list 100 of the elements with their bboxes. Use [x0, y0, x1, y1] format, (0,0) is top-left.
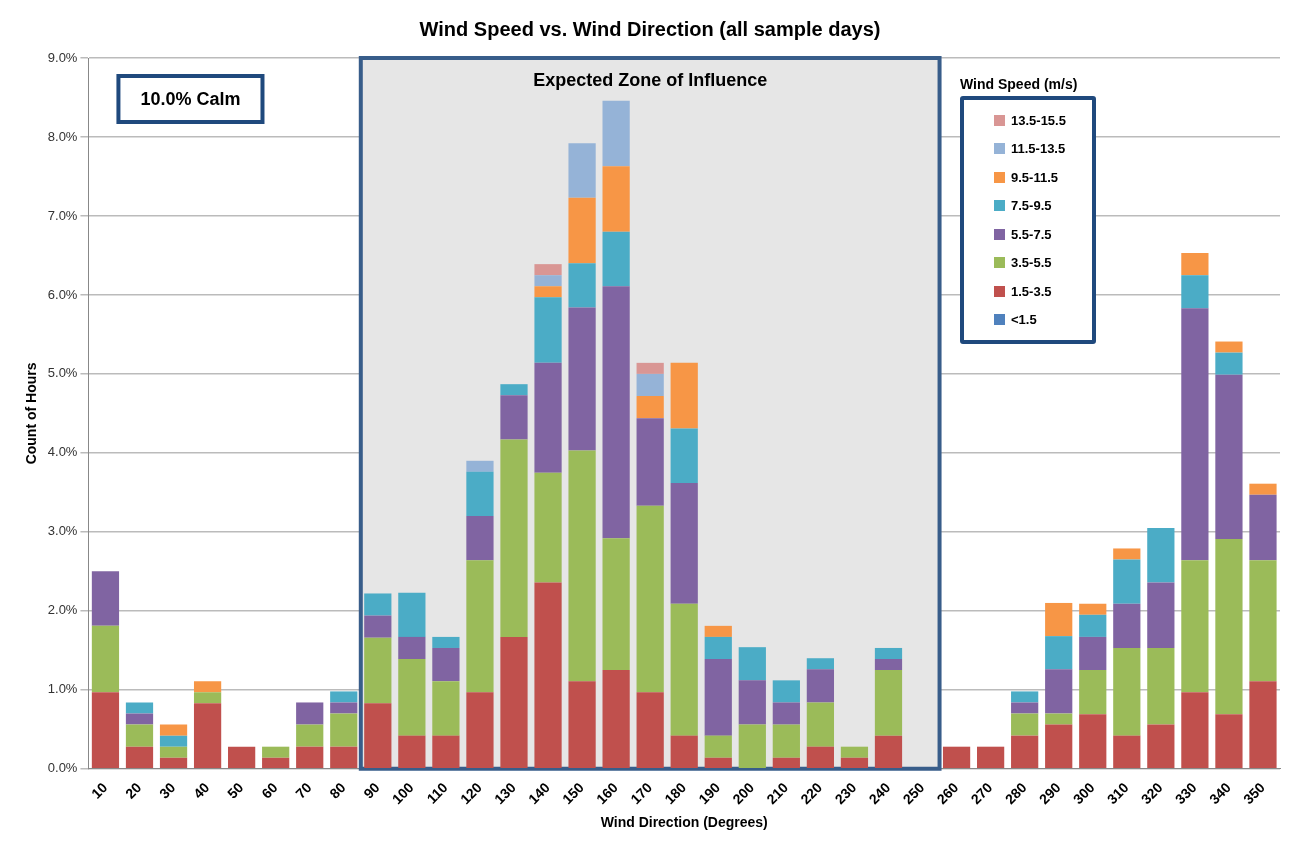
bar [704, 636, 732, 660]
bar [534, 264, 562, 276]
bar [602, 670, 630, 769]
x-tick-label: 90 [360, 779, 383, 802]
x-tick-label: 140 [525, 779, 554, 808]
y-tick-label: 8.0% [47, 128, 78, 144]
bar [125, 724, 154, 747]
bar [636, 396, 664, 419]
y-tick-label: 5.0% [47, 365, 78, 381]
bar [1215, 374, 1243, 539]
bar [398, 659, 426, 736]
bar [602, 286, 630, 539]
bar [534, 362, 562, 473]
x-tick-label: 350 [1240, 779, 1268, 808]
bar [534, 286, 562, 298]
x-tick-label: 120 [456, 779, 485, 808]
bar [1079, 603, 1107, 615]
bar [1147, 582, 1175, 648]
bar [1249, 681, 1277, 769]
bar [432, 647, 460, 682]
x-tick-label: 290 [1035, 779, 1064, 808]
bar [364, 615, 392, 638]
bar [159, 746, 188, 758]
bar [364, 637, 392, 704]
bar [602, 166, 630, 232]
bar [500, 395, 528, 440]
bar [568, 450, 596, 682]
x-axis-title: Wind Direction (Degrees) [600, 814, 768, 831]
bar [772, 680, 800, 703]
bar [602, 100, 630, 167]
x-tick-label: 230 [831, 779, 860, 808]
x-tick-label: 240 [865, 779, 894, 808]
bar [806, 746, 835, 769]
bar [1181, 275, 1209, 309]
x-tick-label: 160 [593, 779, 622, 808]
bar [977, 746, 1005, 769]
bar [1249, 560, 1277, 682]
x-tick-label: 310 [1103, 779, 1132, 808]
bar [806, 669, 835, 703]
x-tick-label: 300 [1069, 779, 1098, 808]
bar [772, 757, 800, 769]
bar [1113, 647, 1141, 736]
legend-label: 11.5-13.5 [1011, 141, 1066, 157]
x-tick-label: 260 [933, 779, 962, 808]
bar [534, 297, 562, 363]
bar [296, 724, 324, 747]
x-tick-label: 180 [661, 779, 690, 808]
chart-title: Wind Speed vs. Wind Direction (all sample days) [419, 17, 881, 40]
x-tick-label: 20 [122, 779, 145, 802]
bar [1045, 713, 1073, 725]
x-tick-label: 200 [729, 779, 758, 808]
bar [1181, 308, 1209, 561]
bar [636, 373, 664, 397]
bar [1147, 647, 1175, 725]
bar [568, 263, 596, 308]
bar [500, 439, 528, 637]
y-axis-title: Count of Hours [23, 362, 40, 465]
bar [91, 625, 120, 693]
y-tick-label: 7.0% [47, 207, 78, 223]
bar [704, 659, 732, 736]
x-tick-label: 330 [1171, 779, 1200, 808]
bar [636, 362, 664, 374]
bar [330, 746, 358, 769]
bar [942, 746, 971, 769]
bar [772, 702, 800, 725]
bar [1045, 602, 1073, 637]
bar [466, 692, 494, 769]
bar [500, 636, 528, 769]
legend-label: <1.5 [1011, 312, 1037, 328]
y-tick-label: 3.0% [47, 523, 78, 539]
bar [874, 670, 903, 736]
bar [398, 592, 426, 637]
x-tick-label: 150 [559, 779, 588, 808]
bar [1215, 714, 1243, 769]
bar [1147, 527, 1175, 583]
x-tick-label: 190 [695, 779, 724, 808]
bar [1113, 735, 1141, 769]
x-tick-label: 210 [763, 779, 792, 808]
y-tick-label: 6.0% [47, 286, 78, 302]
bar [704, 757, 732, 769]
band-label: Expected Zone of Influence [533, 69, 768, 90]
bar [1045, 724, 1073, 769]
legend-label: 3.5-5.5 [1011, 255, 1052, 271]
bar [262, 757, 290, 769]
bar [432, 735, 460, 769]
y-tick-label: 9.0% [47, 49, 78, 65]
x-tick-label: 250 [899, 779, 928, 808]
bar [636, 692, 664, 769]
bar [1011, 702, 1039, 714]
x-tick-label: 270 [967, 779, 996, 808]
legend-label: 1.5-3.5 [1011, 283, 1052, 299]
legend-label: 9.5-11.5 [1011, 169, 1058, 185]
bar [1011, 735, 1039, 769]
annotation: 10.0% Calm [140, 88, 241, 109]
bar [1079, 670, 1107, 715]
x-tick-label: 70 [292, 779, 315, 802]
bar [874, 659, 903, 671]
y-tick-label: 4.0% [47, 444, 78, 460]
bar [568, 197, 596, 264]
bar [296, 746, 324, 769]
